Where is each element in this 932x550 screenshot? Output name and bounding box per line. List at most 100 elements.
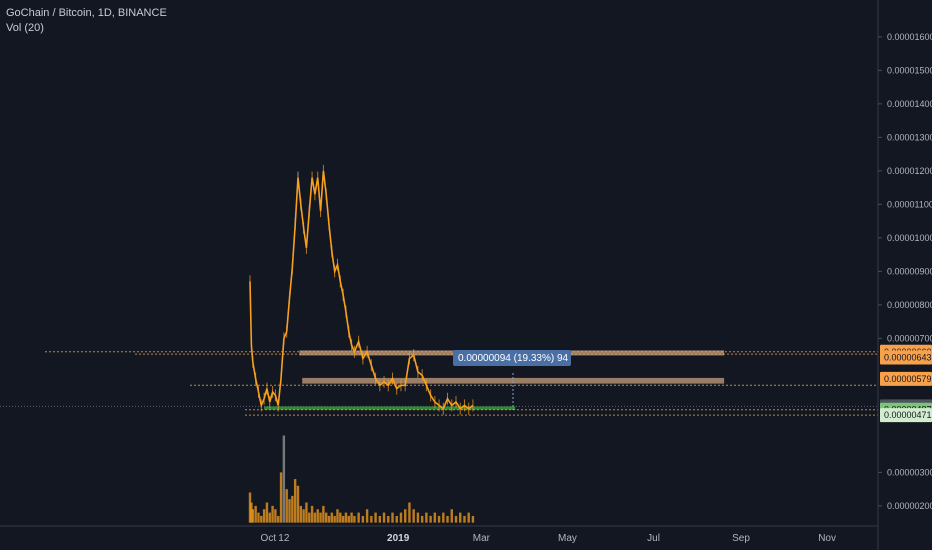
price-tick-label: 0.00000300 [887,467,932,477]
volume-layer [248,435,475,523]
volume-bar [291,495,294,523]
volume-bar [467,512,470,523]
price-tick-label: 0.00000900 [887,266,932,276]
volume-bar [361,515,365,523]
volume-bar [370,515,373,523]
volume-bar [391,512,394,523]
price-tick-label: 0.00001000 [887,233,932,243]
volume-bar [250,502,253,523]
chart-legend: GoChain / Bitcoin, 1D, BINANCE Vol (20) [6,6,167,36]
date-axis[interactable]: Oct 12 2019 Mar May Jul Sep Nov [261,533,836,544]
volume-bar [310,505,314,523]
volume-bar [344,512,348,523]
volume-bar [277,515,280,523]
volume-bar [357,512,360,523]
price-tick-label: 0.00001300 [887,132,932,142]
volume-bar [408,502,411,523]
volume-bar [324,512,328,523]
price-badge: 0.00000579 [880,371,932,386]
resistance-zone[interactable] [302,377,725,384]
price-tick-label: 0.00001500 [887,65,932,75]
volume-bar [260,515,263,523]
price-badge-bg [880,408,932,423]
volume-bar [404,509,407,523]
volume-bar [350,512,353,523]
volume-bar [333,515,336,523]
volume-bar [412,509,415,523]
volume-bar [296,485,300,523]
price-line [249,170,474,410]
volume-bar [288,499,291,523]
volume-bar [347,515,350,523]
volume-bar [374,512,377,523]
volume-bar [442,512,445,523]
volume-bar [387,515,390,523]
date-tick-label: Sep [732,533,750,544]
volume-bar [339,512,342,523]
volume-bar [319,512,322,523]
volume-bar [285,489,288,523]
price-badge-bg [880,371,932,386]
price-tick-label: 0.00001200 [887,166,932,176]
volume-bar [365,509,369,523]
volume-bar [282,435,286,523]
volume-bar [308,512,311,523]
measure-tooltip-label: 0.00000094 (19.33%) 94 [458,353,569,364]
volume-bar [302,509,305,523]
price-tick-label: 0.00001100 [887,199,932,209]
date-tick-label: May [558,533,577,544]
volume-bar [378,515,382,523]
volume-bar [425,512,428,523]
price-tick-label: 0.00000700 [887,333,932,343]
volume-bar [268,512,271,523]
support-zone[interactable] [264,406,516,410]
volume-bar [420,515,424,523]
volume-bar [433,512,437,523]
volume-bar [463,515,466,523]
volume-bar [274,509,277,523]
price-tick-label: 0.00000200 [887,501,932,511]
price-tick-label: 0.00001600 [887,32,932,42]
volume-bar [251,509,255,523]
price-badge: 0.00000643 [880,350,932,365]
date-tick-label: Mar [473,533,491,544]
price-tick-label: 0.00001400 [887,99,932,109]
price-badge: 0.00000471 [880,408,932,423]
volume-bar [330,512,334,523]
date-tick-label: 2019 [387,533,410,544]
volume-bar [265,502,269,523]
symbol-title[interactable]: GoChain / Bitcoin, 1D, BINANCE [6,7,167,19]
volume-bar [248,492,252,523]
date-tick-label: 12 [278,533,290,544]
volume-bar [429,515,432,523]
volume-bar [279,472,283,523]
volume-bar [336,509,339,523]
date-tick-label: Jul [647,533,660,544]
volume-bar [262,509,266,523]
volume-bar [353,515,356,523]
measure-tool[interactable]: 0.00000094 (19.33%) 94 [453,350,571,410]
volume-bar [299,505,302,523]
volume-bar [471,515,475,523]
volume-bar [341,515,345,523]
volume-bar [305,502,308,523]
volume-bar [293,479,297,523]
volume-bar [382,512,386,523]
date-tick-label: Oct [261,533,277,544]
measure-tooltip[interactable] [453,350,571,366]
volume-bar [316,509,319,523]
price-badge-bg [880,350,932,365]
volume-bar [446,515,449,523]
price-badge-label: 0.00000579 [884,374,932,384]
volume-bar [327,515,331,523]
price-badge-label: 0.00000643 [884,352,932,362]
volume-bar [450,509,453,523]
volume-bar [322,505,325,523]
volume-indicator-label[interactable]: Vol (20) [6,22,44,34]
price-tick-label: 0.00000800 [887,300,932,310]
price-badges: 0.000006600.000006430.000005790.00000497… [880,344,932,423]
volume-bar [416,512,420,523]
